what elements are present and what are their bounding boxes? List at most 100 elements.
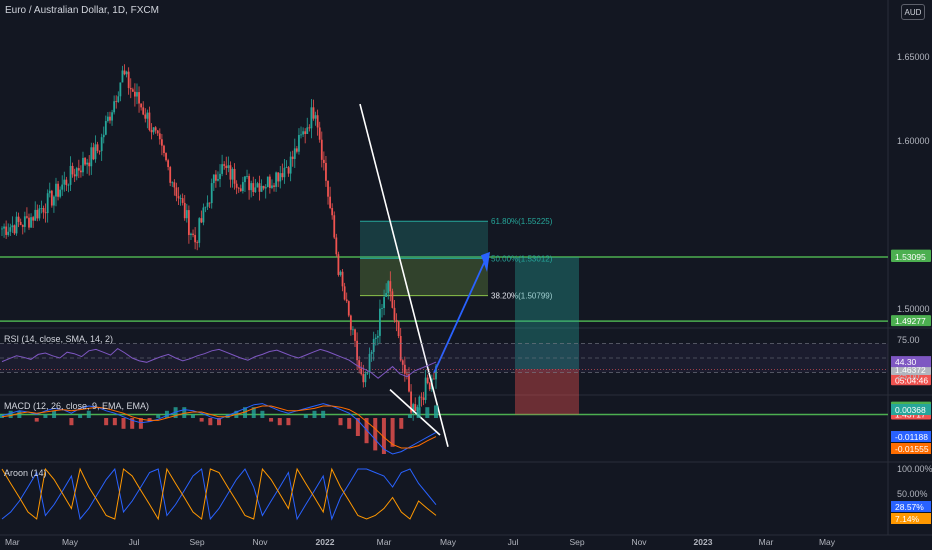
candle-body [63,179,66,185]
candle-body [356,340,358,361]
macd-histogram-bar [390,418,395,447]
candle-body [428,383,431,390]
candle-body [273,185,275,187]
candle-body [354,329,356,341]
candle-body [397,321,400,336]
macd-histogram-bar [373,418,378,451]
y-tick-label: 1.50000 [897,304,930,314]
candle-body [362,374,365,383]
candle-body [310,107,313,129]
candle-body [190,233,192,236]
candle-body [194,234,197,243]
candle-body [84,157,86,165]
candle-body [115,101,118,103]
candle-body [133,91,136,97]
projection-arrow [433,258,487,374]
candle-body [150,129,153,133]
x-tick-label: May [819,537,836,547]
candle-body [241,182,244,192]
aroon-value-box [891,501,931,512]
candle-body [77,168,80,171]
candle-body [67,184,70,186]
candle-body [11,225,14,228]
macd-histogram-bar [303,414,308,418]
candle-body [98,150,101,152]
macd-histogram-bar [217,418,221,426]
candle-body [146,112,149,119]
macd-histogram-bar [69,418,74,426]
fib-label: 50.00%(1.53012) [491,254,553,263]
candle-body [123,70,126,75]
macd-histogram-bar [243,407,248,418]
macd-histogram-bar [78,414,83,418]
candle-body [219,173,221,180]
candle-body [337,254,340,275]
candle-body [262,185,265,189]
macd-histogram-bar [0,414,4,418]
candle-body [179,198,182,199]
candle-body [406,373,408,375]
candle-body [385,293,388,297]
candle-body [125,71,128,75]
candle-body [233,168,236,184]
position-profit-zone [515,257,579,370]
macd-histogram-bar [338,418,343,426]
candle-body [389,281,392,292]
candle-body [433,378,435,380]
candle-body [90,147,93,167]
candle-body [15,216,18,234]
candle-body [395,319,398,322]
macd-histogram-bar [112,418,117,426]
candle-body [212,174,215,184]
candle-body [277,172,280,182]
candle-body [102,134,105,138]
macd-value-text: -0.01555 [895,444,929,454]
candle-body [111,112,113,121]
candle-body [198,218,201,243]
macd-histogram-bar [347,418,352,429]
macd-histogram-bar [52,410,57,418]
candle-body [343,286,346,300]
candle-body [30,217,32,228]
candle-body [327,180,329,197]
candle-body [187,210,190,236]
candle-body [275,172,278,187]
candle-body [206,202,209,207]
currency-button[interactable]: AUD [901,4,925,20]
candle-body [412,404,415,413]
candle-body [73,174,76,177]
fib-zone-upper [360,221,488,259]
macd-histogram-bar [130,418,135,429]
candle-body [3,226,5,229]
macd-histogram-bar [138,418,143,429]
macd-histogram-bar [277,418,282,426]
aroon-label: Aroon (14) [4,468,47,478]
candle-body [158,133,161,140]
candle-body [289,156,292,174]
candle-body [266,176,269,188]
candle-body [360,368,363,375]
candle-body [237,187,240,189]
candle-body [82,157,84,173]
candle-body [113,101,116,113]
candle-body [229,165,232,180]
candle-body [38,208,41,219]
fib-zone-lower [360,258,488,296]
macd-histogram-bar [34,418,39,422]
candle-body [40,207,43,209]
macd-histogram-bar [164,410,169,418]
candle-body [138,92,140,104]
candle-body [44,212,47,214]
macd-histogram-bar [251,407,256,418]
candle-body [175,187,178,197]
macd-histogram-bar [86,410,91,418]
candle-body [300,134,302,136]
macd-value-text: -0.01188 [895,432,928,442]
macd-value-box [891,443,931,454]
candle-body [314,115,317,119]
candle-body [239,188,242,192]
candle-body [80,170,82,173]
candle-body [358,360,361,369]
candle-body [119,82,122,97]
